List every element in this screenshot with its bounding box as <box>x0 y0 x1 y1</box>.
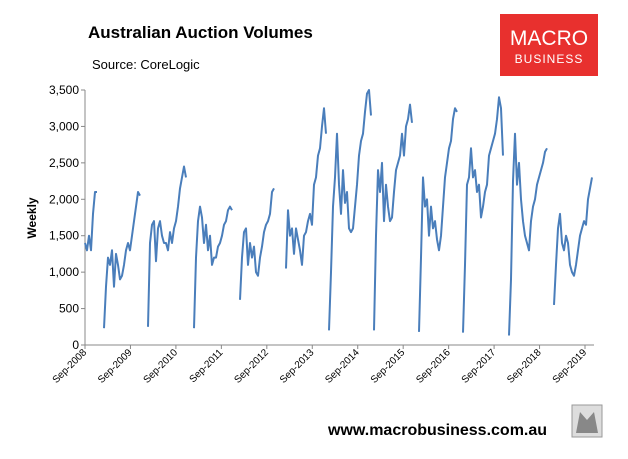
x-tick-label: Sep-2013 <box>278 347 317 386</box>
x-tick-label: Sep-2015 <box>369 347 408 386</box>
y-tick-label: 500 <box>59 302 79 316</box>
x-tick-label: Sep-2017 <box>460 347 499 386</box>
data-line <box>84 89 593 336</box>
y-axis-label: Weekly <box>25 197 39 238</box>
x-tick-label: Sep-2018 <box>505 347 544 386</box>
y-tick-label: 2,000 <box>49 192 79 206</box>
wolf-icon <box>576 412 598 433</box>
y-tick-label: 0 <box>72 338 79 352</box>
x-tick-label: Sep-2012 <box>232 347 271 386</box>
x-tick-label: Sep-2016 <box>414 347 453 386</box>
logo-box <box>500 14 598 76</box>
chart-subtitle: Source: CoreLogic <box>92 57 200 72</box>
x-tick-label: Sep-2011 <box>188 347 226 385</box>
x-tick-label: Sep-2009 <box>96 347 135 386</box>
logo-text: MACRO <box>510 27 588 50</box>
x-tick-label: Sep-2014 <box>323 347 362 386</box>
y-tick-label: 3,000 <box>49 119 79 133</box>
y-tick-label: 1,000 <box>49 265 79 279</box>
y-tick-label: 3,500 <box>49 83 79 97</box>
footer-url: www.macrobusiness.com.au <box>327 422 547 439</box>
chart-title: Australian Auction Volumes <box>88 23 313 42</box>
x-tick-label: Sep-2010 <box>142 347 181 386</box>
y-tick-label: 1,500 <box>49 229 79 243</box>
logo-text: BUSINESS <box>515 52 584 66</box>
x-tick-label: Sep-2019 <box>551 347 590 386</box>
y-tick-label: 2,500 <box>49 156 79 170</box>
x-tick-label: Sep-2008 <box>51 347 90 386</box>
